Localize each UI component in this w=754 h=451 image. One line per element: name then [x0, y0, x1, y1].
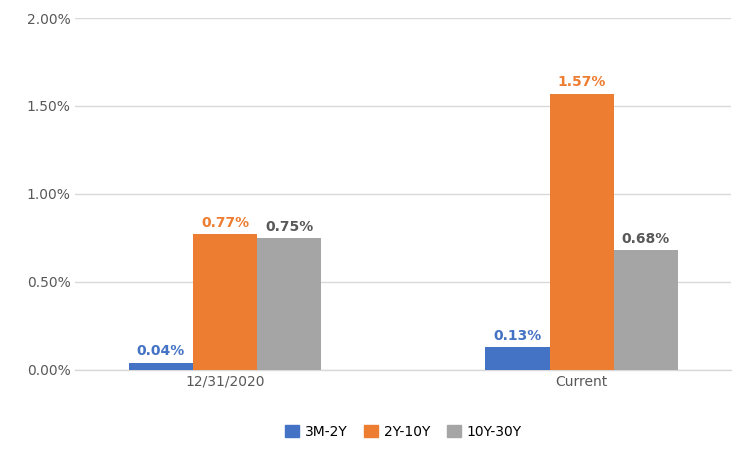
Bar [129, 363, 193, 370]
Text: 1.57%: 1.57% [557, 75, 605, 89]
Bar [193, 235, 257, 370]
Text: 0.13%: 0.13% [493, 329, 541, 343]
Text: 0.04%: 0.04% [136, 345, 185, 359]
Bar [486, 347, 550, 370]
Bar [614, 250, 678, 370]
Bar [550, 94, 614, 370]
Bar [257, 238, 321, 370]
Text: 0.77%: 0.77% [201, 216, 250, 230]
Legend: 3M-2Y, 2Y-10Y, 10Y-30Y: 3M-2Y, 2Y-10Y, 10Y-30Y [280, 419, 527, 444]
Text: 0.68%: 0.68% [622, 232, 670, 246]
Text: 0.75%: 0.75% [265, 220, 314, 234]
